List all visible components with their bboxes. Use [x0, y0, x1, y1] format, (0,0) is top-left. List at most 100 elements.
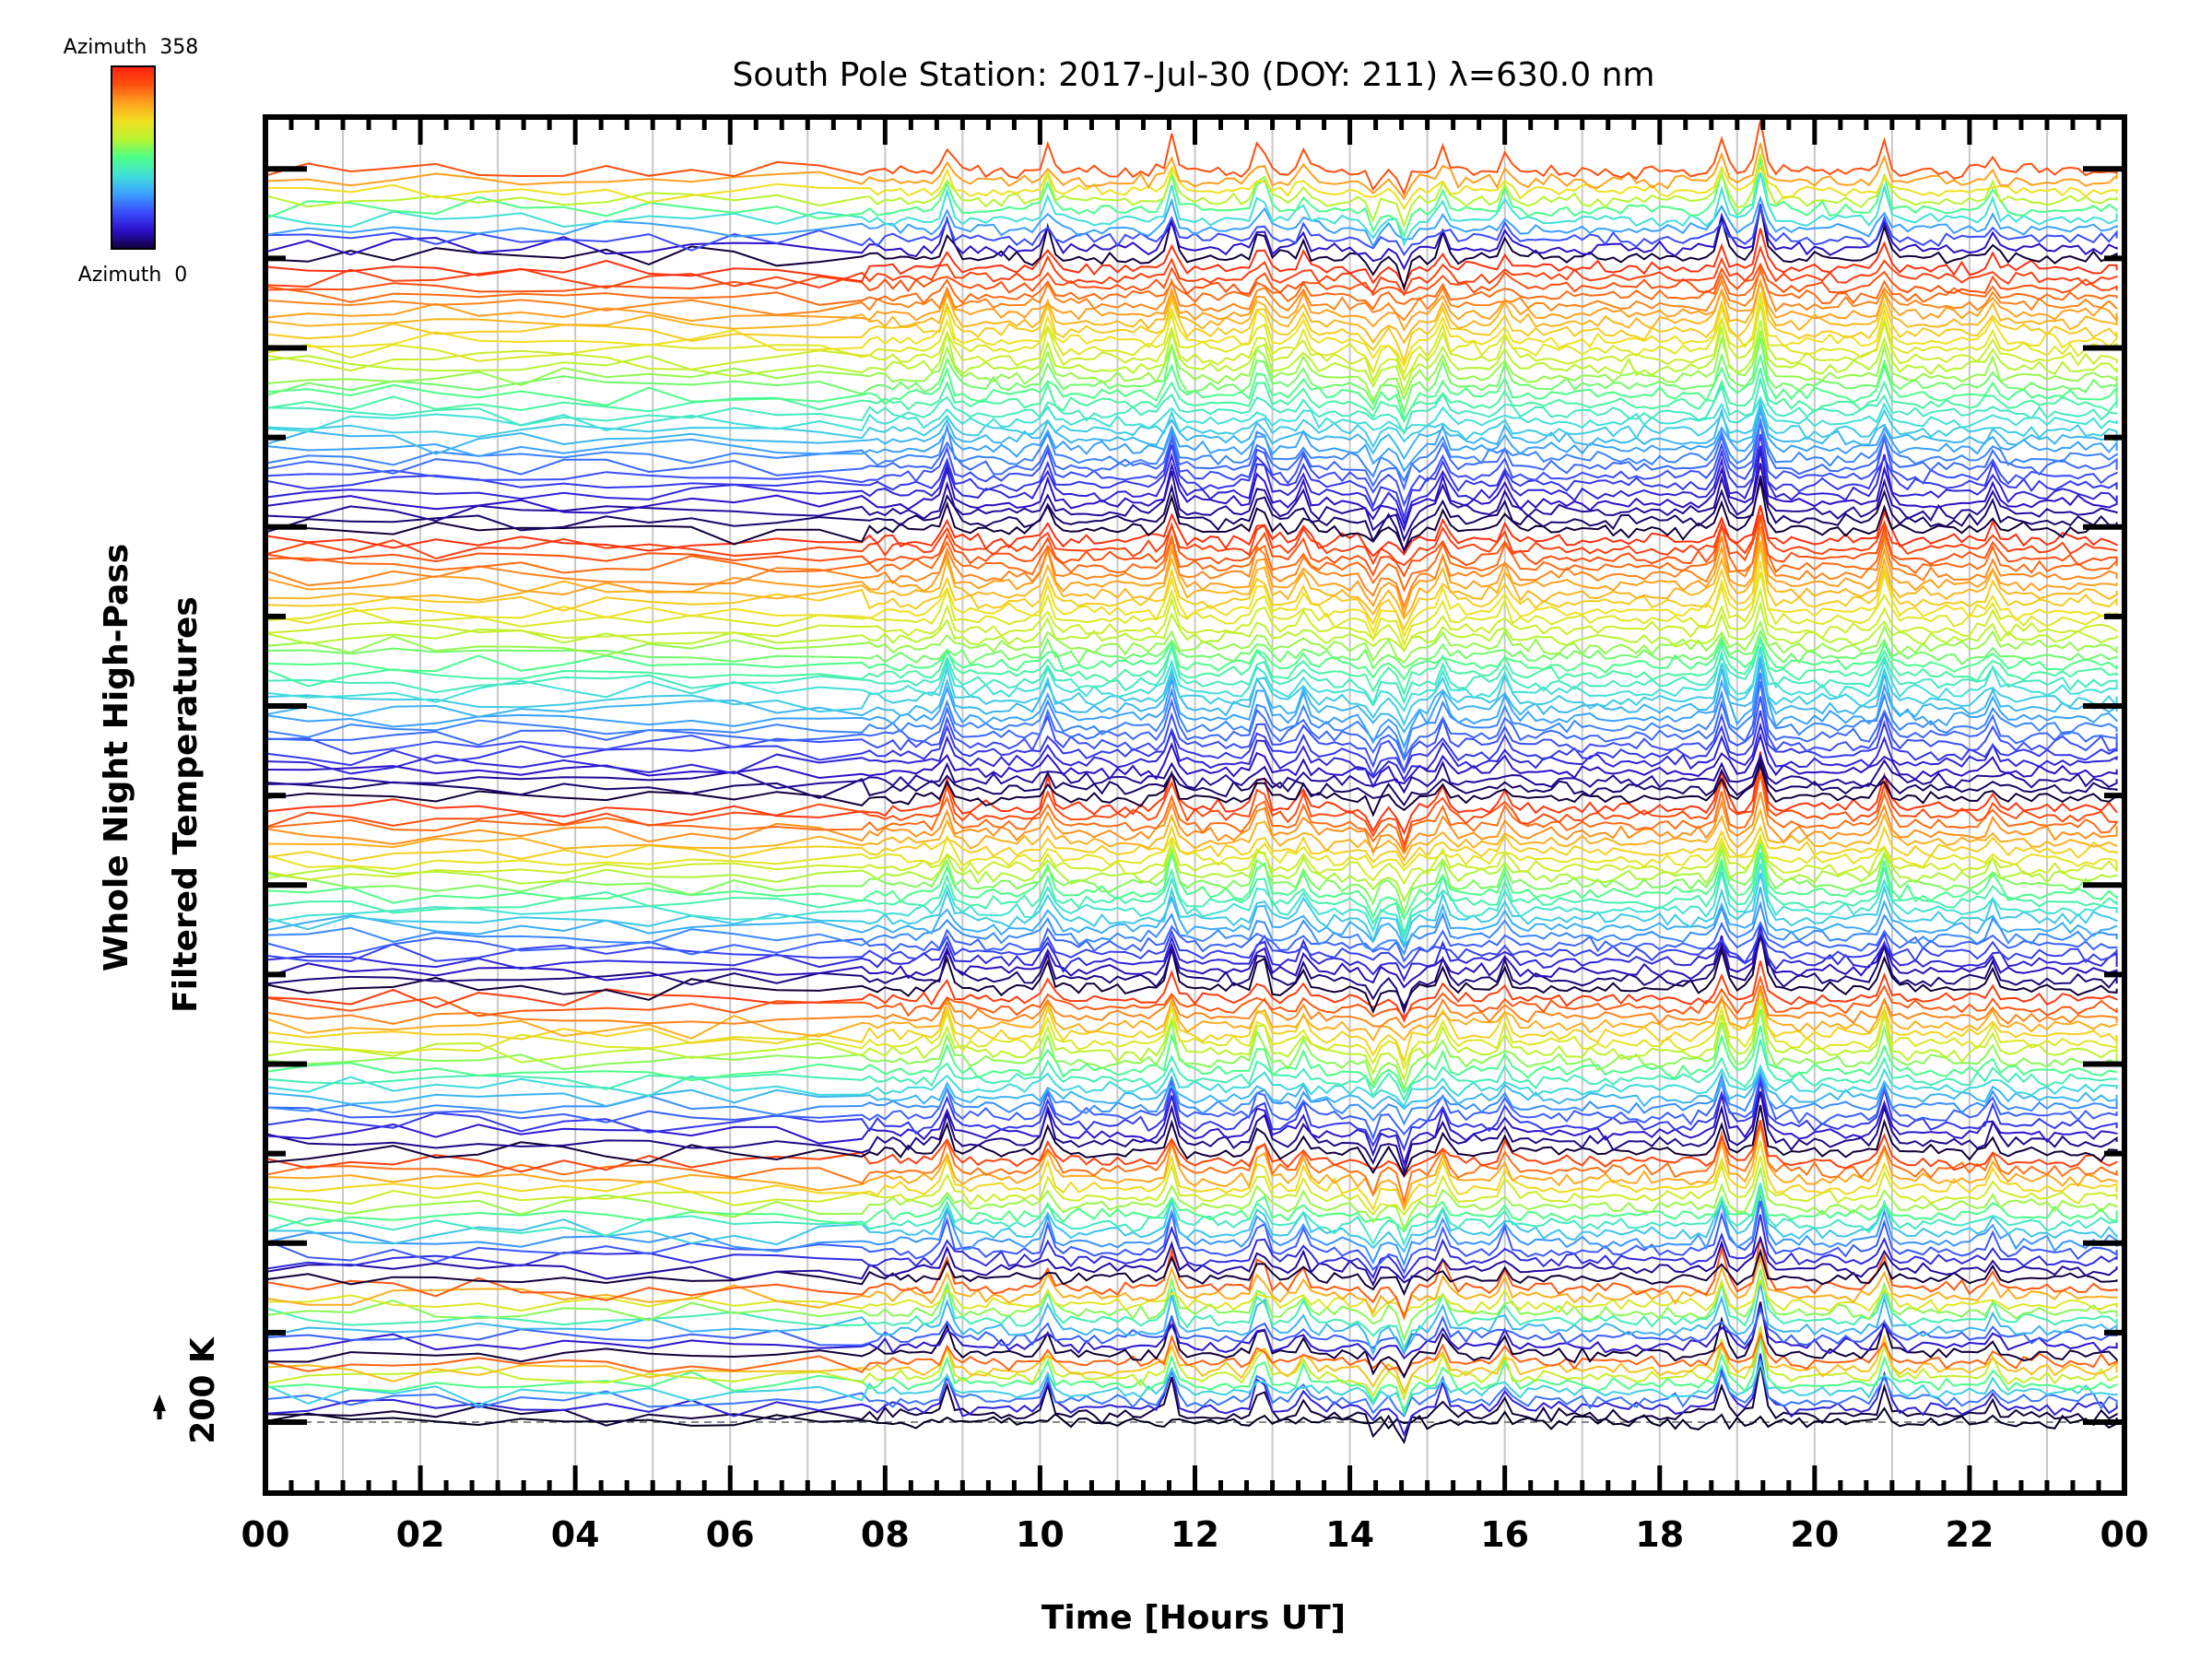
series-line-ring8-az286	[268, 143, 2118, 201]
series-line-ring5-az0	[268, 931, 2118, 1015]
series-line-ring3-az256	[268, 1140, 2118, 1212]
series-line-ring6-az274	[268, 540, 2118, 621]
series-line-ring5-az16	[268, 933, 2118, 1015]
series-line-ring8-az322	[268, 120, 2118, 196]
y-axis-label-line2: Filtered Temperatures	[167, 596, 205, 1013]
series-line-ring7-az239	[268, 294, 2118, 377]
x-tick-label: 00	[241, 1514, 290, 1555]
series-line-ring2-az278	[268, 1254, 2118, 1322]
series-line-ring6-az191	[268, 629, 2118, 671]
series-line-ring6-az143	[268, 646, 2118, 713]
series-line-ring6-az310	[268, 517, 2118, 593]
series-line-ring7-az84	[268, 418, 2118, 491]
series-line-ring5-az146	[268, 863, 2118, 941]
series-line-ring4-az338	[268, 960, 2118, 1023]
series-line-ring3-az51	[268, 1214, 2118, 1280]
series-line-ring2-az80	[268, 1306, 2118, 1356]
series-line-ring5-az195	[268, 834, 2118, 916]
series-line-ring5-az212	[268, 837, 2118, 903]
series-line-ring6-az322	[268, 514, 2118, 579]
series-line-ring8-az0	[268, 206, 2118, 292]
series-line-ring3-az153	[268, 1182, 2118, 1247]
series-line-ring7-az263	[268, 280, 2118, 365]
series-line-ring4-az40	[268, 1079, 2118, 1168]
series-line-ring4-az219	[268, 998, 2118, 1083]
series-line-ring2-az199	[268, 1268, 2118, 1343]
series-line-ring6-az179	[268, 635, 2118, 681]
series-line-ring3-az26	[268, 1235, 2118, 1288]
series-line-ring4-az60	[268, 1077, 2118, 1152]
x-tick-label: 16	[1480, 1514, 1529, 1555]
series-line-ring6-az131	[268, 647, 2118, 727]
series-line-ring4-az179	[268, 1025, 2118, 1095]
series-line-ring3-az102	[268, 1191, 2118, 1267]
x-tick-label: 00	[2100, 1514, 2149, 1555]
series-line-ring3-az307	[268, 1120, 2118, 1206]
series-line-ring7-az60	[268, 433, 2118, 521]
series-line-ring7-az179	[268, 352, 2118, 422]
x-tick-label: 22	[1945, 1514, 1994, 1555]
series-line-ring6-az167	[268, 635, 2118, 697]
series-line-ring5-az293	[268, 791, 2118, 856]
scale-bar-arrow-icon	[153, 1394, 166, 1419]
series-line-ring4-az20	[268, 1091, 2118, 1175]
series-line-ring7-az251	[268, 292, 2118, 368]
series-line-ring6-az251	[268, 561, 2118, 639]
series-line-ring6-az119	[268, 656, 2118, 735]
series-line-ring4-az0	[268, 1104, 2118, 1179]
series-line-ring7-az286	[268, 277, 2118, 332]
series-line-ring3-az77	[268, 1200, 2118, 1275]
series-line-ring4-az99	[268, 1067, 2118, 1126]
series-line-ring5-az309	[268, 772, 2118, 854]
series-line-ring7-az334	[268, 244, 2118, 297]
series-line-ring6-az84	[268, 681, 2118, 762]
series-line-ring7-az72	[268, 420, 2118, 508]
series-line-ring7-az119	[268, 404, 2118, 461]
series-line-ring1-az90	[268, 1359, 2118, 1418]
series-line-ring1-az134	[268, 1359, 2118, 1412]
x-tick-labels: 00 02 04 06 08 10 12 14 16 18 20 22 00	[241, 1514, 2149, 1555]
colorbar	[111, 65, 156, 250]
series-line-ring7-az12	[268, 475, 2118, 554]
series-line-ring6-az72	[268, 696, 2118, 774]
series-line-ring7-az215	[268, 320, 2118, 395]
x-axis-label: Time [Hours UT]	[1041, 1599, 1346, 1637]
series-line-ring1-az224	[268, 1325, 2118, 1402]
series-line-ring3-az205	[268, 1165, 2118, 1232]
series-line-ring2-az239	[268, 1277, 2118, 1319]
series-line-ring4-az259	[268, 989, 2118, 1065]
series-line-ring7-az48	[268, 445, 2118, 527]
series-line-ring5-az163	[268, 852, 2118, 936]
series-line-ring7-az227	[268, 303, 2118, 384]
series-line-ring8-az107	[268, 194, 2118, 249]
series-line-ring7-az346	[268, 228, 2118, 288]
x-tick-label: 20	[1790, 1514, 1839, 1555]
colorbar-label-top: Azimuth 358	[64, 36, 199, 59]
series-line-ring5-az179	[268, 841, 2118, 922]
series-line-ring6-az263	[268, 546, 2118, 632]
series-line-ring6-az239	[268, 571, 2118, 648]
series-line-ring6-az95	[268, 672, 2118, 760]
series-line-ring8-az251	[268, 165, 2118, 211]
series-line-ring5-az81	[268, 920, 2118, 963]
series-line-ring8-az179	[268, 158, 2118, 239]
series-line-ring7-az167	[268, 368, 2118, 424]
series-line-ring5-az114	[268, 887, 2118, 949]
series-line-ring7-az107	[268, 406, 2118, 473]
series-line-ring6-az12	[268, 758, 2118, 807]
series-line-ring1-az313	[268, 1331, 2118, 1377]
series-line-ring7-az274	[268, 277, 2118, 345]
series-line-ring5-az244	[268, 833, 2118, 872]
series-line-ring3-az128	[268, 1182, 2118, 1253]
series-line-ring2-az119	[268, 1282, 2118, 1357]
series-line-ring2-az318	[268, 1236, 2118, 1320]
series-line-ring8-az36	[268, 204, 2118, 271]
x-tick-label: 10	[1016, 1514, 1065, 1555]
series-line-ring2-az40	[268, 1305, 2118, 1362]
series-line-ring5-az277	[268, 807, 2118, 863]
series-line-ring2-az159	[268, 1268, 2118, 1351]
series-line-ring7-az95	[268, 417, 2118, 483]
series-line-ring5-az260	[268, 824, 2118, 868]
series-line-ring6-az215	[268, 601, 2118, 653]
